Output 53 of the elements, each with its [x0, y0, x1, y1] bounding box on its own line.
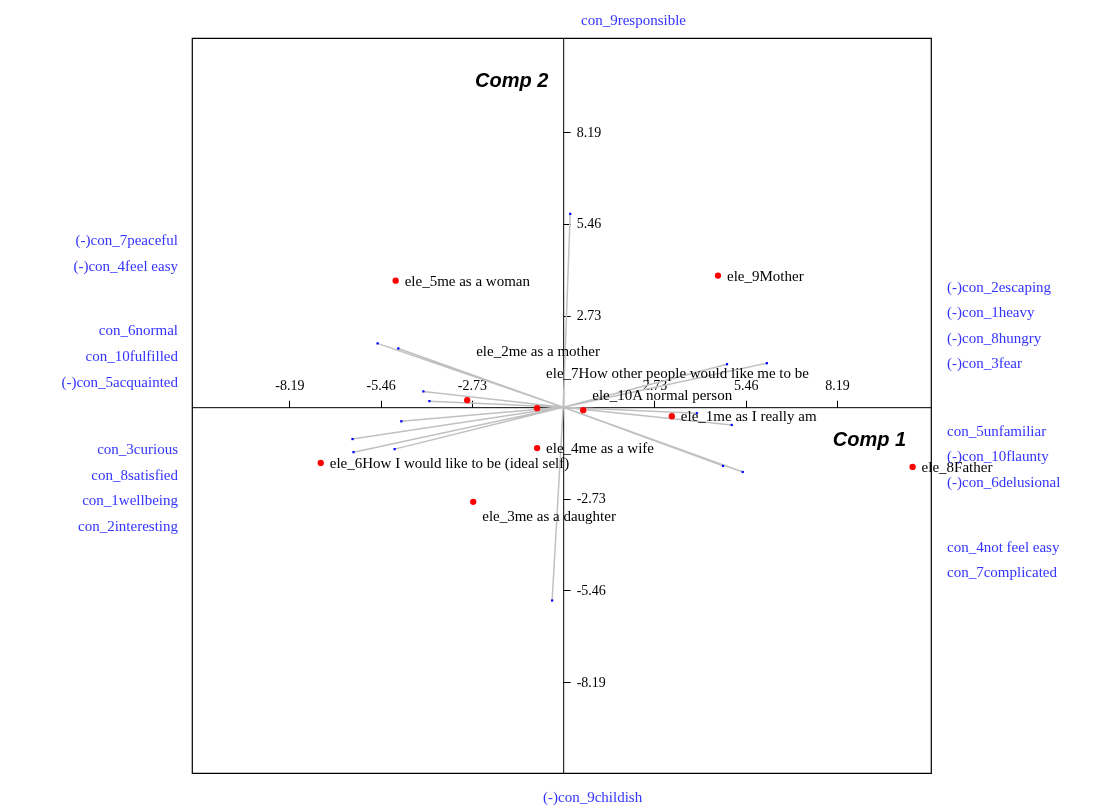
- text: con_2interesting: [78, 518, 179, 534]
- point: [422, 390, 425, 393]
- text: con_4not feel easy: [947, 539, 1060, 555]
- point: [551, 599, 554, 602]
- point: [352, 451, 355, 454]
- x-tick-label: 5.46: [734, 377, 759, 393]
- text: (-)con_6delusional: [947, 474, 1061, 491]
- point: [714, 272, 722, 279]
- annotation: ele_5me as a woman: [404, 272, 531, 289]
- x-tick-label: -8.19: [275, 377, 305, 393]
- text: (-)con_1heavy: [947, 304, 1035, 321]
- text: con_5unfamiliar: [947, 423, 1047, 439]
- point: [909, 463, 916, 471]
- text: con_8satisfied: [91, 467, 179, 483]
- text: con_1wellbeing: [82, 492, 179, 508]
- point: [668, 413, 676, 420]
- y-tick-label: 8.19: [576, 124, 602, 140]
- text: con_6normal: [98, 322, 178, 338]
- text: con_9responsible: [581, 12, 687, 28]
- point: [392, 277, 399, 284]
- point: [533, 405, 541, 412]
- text: con_7complicated: [947, 564, 1058, 580]
- x-tick-label: 8.19: [825, 377, 850, 393]
- x-axis-title: Comp 1: [832, 427, 907, 450]
- point: [317, 459, 324, 467]
- text: (-)con_4feel easy: [73, 258, 179, 275]
- y-tick-label: -5.46: [576, 582, 606, 598]
- text: (-)con_9childish: [543, 789, 643, 806]
- text: (-)con_2escaping: [947, 279, 1052, 296]
- point: [351, 437, 354, 441]
- text: (-)con_3fear: [947, 355, 1022, 372]
- y-tick-label: -2.73: [576, 491, 606, 507]
- annotation: ele_3me as a daughter: [482, 507, 616, 524]
- annotation: ele_1me as I really am: [680, 408, 817, 425]
- point: [580, 407, 587, 414]
- point: [428, 400, 431, 403]
- text: (-)con_8hungry: [947, 330, 1042, 347]
- point: [533, 444, 541, 452]
- y-tick-label: 2.73: [576, 308, 602, 324]
- y-axis-title: Comp 2: [475, 68, 549, 91]
- text: (-)con_7peaceful: [75, 232, 178, 249]
- annotation: ele_9Mother: [726, 267, 804, 284]
- text: (-)con_5acquainted: [61, 374, 179, 391]
- point: [464, 396, 471, 404]
- x-tick-label: -5.46: [366, 377, 396, 393]
- point: [376, 342, 379, 345]
- text: con_3curious: [97, 441, 179, 457]
- y-tick-label: 5.46: [576, 216, 602, 232]
- point: [470, 498, 477, 505]
- point: [397, 347, 400, 350]
- y-tick-label: -8.19: [576, 674, 606, 690]
- x-tick-label: -2.73: [457, 377, 487, 393]
- text: con_10fulfilled: [85, 348, 179, 364]
